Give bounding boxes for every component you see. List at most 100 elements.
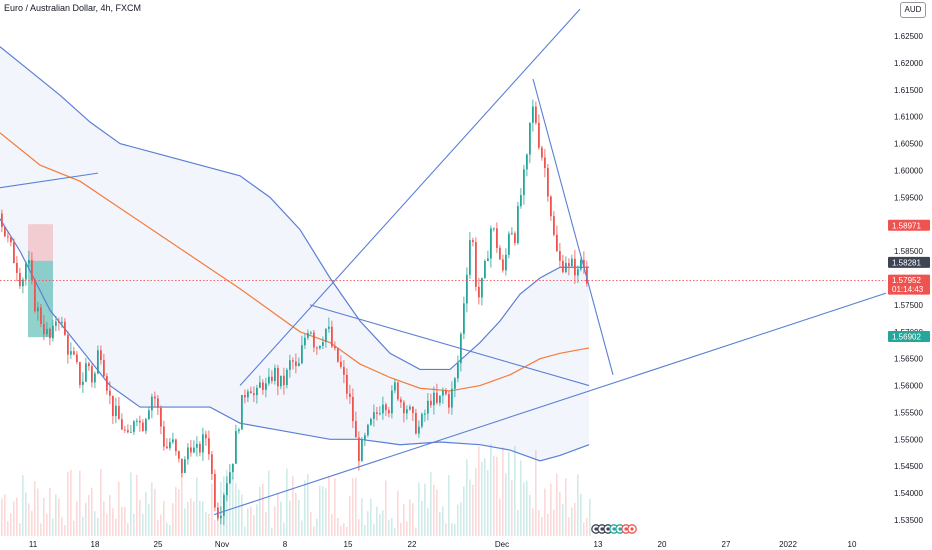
candle-body xyxy=(373,412,375,419)
candle-body xyxy=(262,382,264,390)
volume-bar xyxy=(523,482,525,540)
volume-bar xyxy=(166,522,168,540)
candle-body xyxy=(457,363,459,379)
candle-body xyxy=(427,400,429,414)
volume-bar xyxy=(43,498,45,540)
candle-body xyxy=(274,367,276,381)
candle-body xyxy=(286,369,288,386)
candle-body xyxy=(343,366,345,375)
y-tick-label: 1.60000 xyxy=(894,166,923,175)
volume-bar xyxy=(451,523,453,540)
candle-body xyxy=(112,395,114,417)
y-tick-label: 1.54000 xyxy=(894,489,923,498)
volume-bar xyxy=(85,502,87,540)
volume-bar xyxy=(472,484,474,540)
candle-body xyxy=(130,431,132,433)
volume-bar xyxy=(22,475,24,540)
volume-bar xyxy=(55,494,57,540)
candle-body xyxy=(577,269,579,276)
volume-bar xyxy=(337,517,339,540)
candle-body xyxy=(124,429,126,431)
event-marker-dot xyxy=(612,527,616,531)
volume-bar xyxy=(406,521,408,540)
volume-bar xyxy=(556,473,558,540)
volume-bar xyxy=(400,522,402,540)
candle-body xyxy=(268,376,270,384)
y-tick-label: 1.62000 xyxy=(894,59,923,68)
candle-body xyxy=(10,237,12,243)
volume-bar xyxy=(460,502,462,540)
price-axis[interactable]: 1.62500 1.62000 1.61500 1.61000 1.60500 1.600… xyxy=(886,0,932,550)
candle-body xyxy=(496,228,498,248)
candle-body xyxy=(517,206,519,243)
volume-bar xyxy=(427,507,429,540)
volume-bar xyxy=(271,527,273,540)
currency-button[interactable]: AUD xyxy=(900,2,926,18)
candle-body xyxy=(127,430,129,433)
candle-body xyxy=(226,483,228,496)
volume-bar xyxy=(505,473,507,540)
candle-body xyxy=(253,393,255,396)
x-tick-label: 8 xyxy=(283,540,288,549)
volume-bar xyxy=(124,506,126,540)
volume-bar xyxy=(193,501,195,540)
trend-line-4 xyxy=(309,304,590,387)
volume-bar xyxy=(307,474,309,540)
candle-body xyxy=(76,354,78,363)
volume-bar xyxy=(211,483,213,540)
event-marker-dot xyxy=(630,527,634,531)
volume-bar xyxy=(67,471,69,540)
candle-body xyxy=(250,391,252,394)
candle-body xyxy=(22,279,24,287)
candle-body xyxy=(13,242,15,264)
candle-body xyxy=(100,350,102,361)
volume-bar xyxy=(226,469,228,540)
candle-body xyxy=(82,381,84,386)
volume-bar xyxy=(73,520,75,540)
candle-body xyxy=(511,233,513,235)
candle-body xyxy=(148,410,150,420)
volume-bar xyxy=(286,468,288,540)
volume-bar xyxy=(415,527,417,540)
volume-bar xyxy=(49,487,51,540)
price-label-bg xyxy=(888,219,930,231)
volume-bar xyxy=(142,513,144,540)
time-axis[interactable]: 11 18 25 Nov 8 15 22 Dec 13 20 27 2022 10 xyxy=(0,536,932,550)
candle-body xyxy=(394,382,396,391)
candle-body xyxy=(208,438,210,455)
y-tick-label: 1.53500 xyxy=(894,516,923,525)
volume-bar xyxy=(343,523,345,540)
price-label: 1.56902 xyxy=(892,333,921,342)
candle-body xyxy=(382,404,384,414)
candle-body xyxy=(244,394,246,398)
volume-bar xyxy=(439,511,441,540)
volume-bar xyxy=(157,519,159,540)
trend-line-1 xyxy=(0,172,99,189)
x-tick-label: 13 xyxy=(594,540,603,549)
volume-bar xyxy=(589,498,591,540)
volume-bar xyxy=(352,478,354,540)
candle-body xyxy=(346,374,348,394)
candle-body xyxy=(478,286,480,298)
candle-body xyxy=(193,447,195,453)
volume-bar xyxy=(430,472,432,540)
candle-body xyxy=(451,388,453,408)
candle-body xyxy=(301,345,303,364)
volume-bar xyxy=(436,489,438,540)
candle-body xyxy=(292,360,294,362)
event-markers[interactable] xyxy=(591,524,637,534)
candle-body xyxy=(349,393,351,397)
band-fill xyxy=(0,46,589,461)
bollinger-lower-line xyxy=(0,218,590,462)
x-tick-label: 22 xyxy=(408,540,417,549)
trend-lines[interactable] xyxy=(0,8,932,516)
volume-bar xyxy=(433,484,435,540)
candle-body xyxy=(151,396,153,411)
volume-bar xyxy=(568,517,570,540)
candle-body xyxy=(157,398,159,408)
volume-bar xyxy=(109,495,111,540)
candle-body xyxy=(487,258,489,261)
candle-body xyxy=(331,326,333,347)
volume-bar xyxy=(163,500,165,540)
